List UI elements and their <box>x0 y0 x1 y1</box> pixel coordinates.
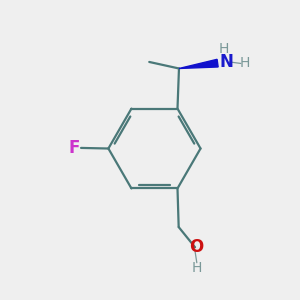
Text: H: H <box>192 261 202 275</box>
Text: H: H <box>240 56 250 70</box>
Text: H: H <box>218 43 229 56</box>
Text: N: N <box>219 53 233 71</box>
Text: F: F <box>69 139 80 157</box>
Text: O: O <box>189 238 203 256</box>
Polygon shape <box>179 59 218 68</box>
